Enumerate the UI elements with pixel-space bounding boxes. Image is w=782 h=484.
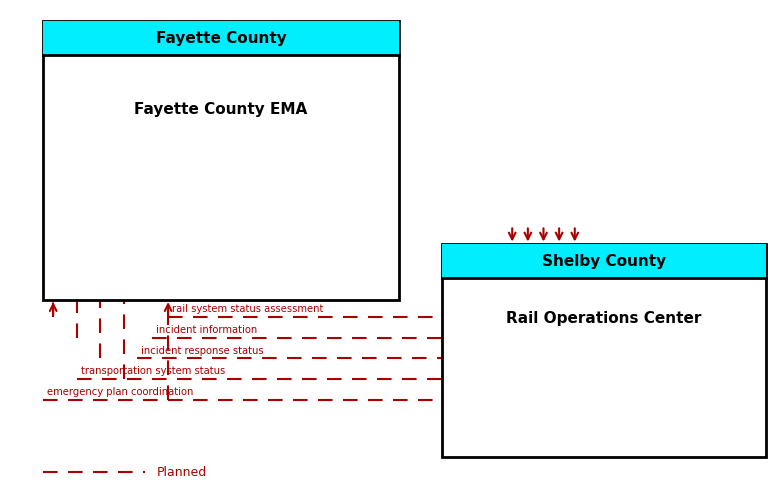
Text: Fayette County EMA: Fayette County EMA xyxy=(135,102,307,117)
Bar xyxy=(43,22,399,56)
Text: emergency plan coordination: emergency plan coordination xyxy=(47,386,193,396)
Text: incident response status: incident response status xyxy=(141,345,264,355)
Text: Planned: Planned xyxy=(156,466,206,478)
Bar xyxy=(43,22,399,300)
Text: Shelby County: Shelby County xyxy=(542,254,666,269)
Text: Rail Operations Center: Rail Operations Center xyxy=(507,310,701,325)
Bar xyxy=(442,244,766,457)
Bar xyxy=(442,244,766,278)
Text: transportation system status: transportation system status xyxy=(81,365,224,376)
Text: rail system status assessment: rail system status assessment xyxy=(172,303,324,313)
Text: Fayette County: Fayette County xyxy=(156,31,286,46)
Text: incident information: incident information xyxy=(156,324,257,334)
